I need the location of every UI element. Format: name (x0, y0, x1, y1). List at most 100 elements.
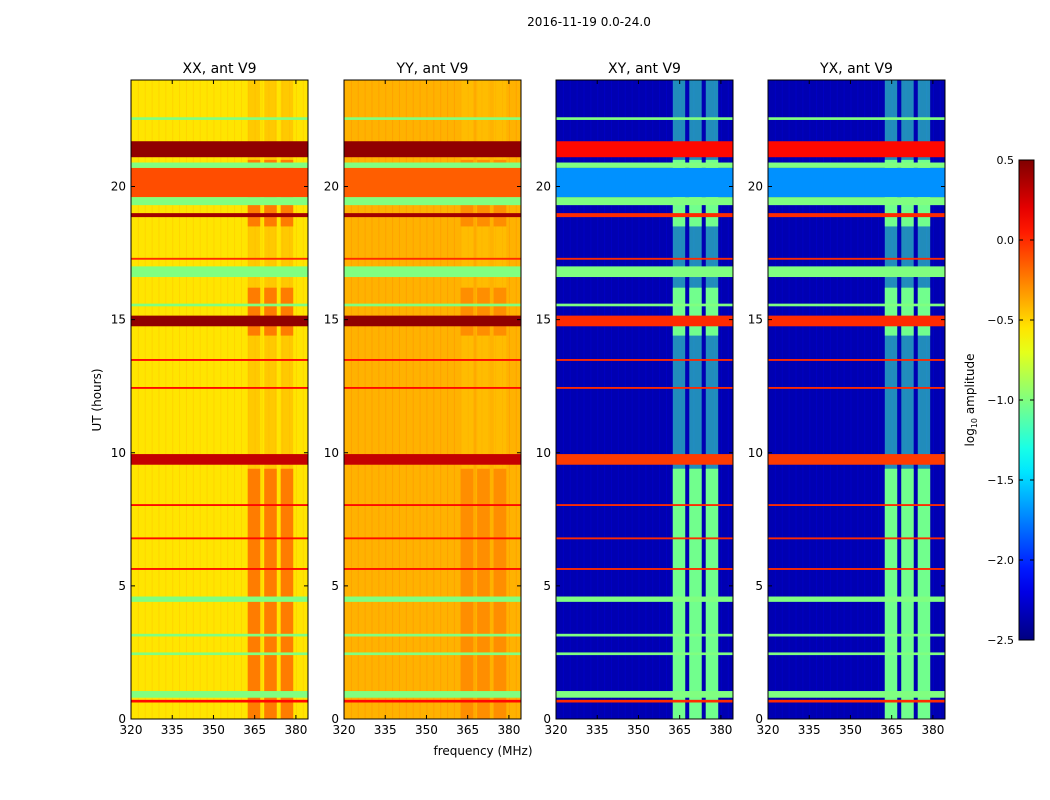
channel-line (597, 80, 599, 719)
x-tick-label: 350 (202, 723, 225, 737)
channel-line (192, 80, 194, 719)
channel-line (227, 80, 229, 719)
freq-stripe-faint (460, 80, 474, 719)
channel-line (206, 80, 208, 719)
time-band (556, 691, 733, 698)
time-band (344, 167, 521, 198)
channel-line (590, 80, 592, 719)
channel-line (665, 80, 667, 719)
time-band (131, 197, 308, 206)
y-tick-label: 0 (118, 712, 126, 726)
channel-line (165, 80, 167, 719)
time-band (131, 213, 308, 218)
freq-stripe-faint (689, 80, 702, 719)
time-band (344, 537, 521, 540)
channel-line (426, 80, 428, 719)
channel-line (137, 80, 139, 719)
y-tick-label: 10 (324, 446, 339, 460)
time-band (131, 303, 308, 307)
channel-line (774, 80, 776, 719)
time-band (556, 117, 733, 120)
channel-line (569, 80, 571, 719)
time-band (344, 699, 521, 703)
time-band (768, 141, 945, 158)
time-band (131, 537, 308, 540)
y-tick-label: 15 (536, 313, 551, 327)
channel-line (158, 80, 160, 719)
channel-line (843, 80, 845, 719)
panel-1: YY, ant V9 320 335 350 365 380 0 5 10 15 20 (324, 61, 522, 737)
channel-line (802, 80, 804, 719)
channel-line (515, 80, 517, 719)
x-tick-label: 335 (374, 723, 397, 737)
time-band (131, 162, 308, 168)
time-band (131, 454, 308, 465)
channel-line (419, 80, 421, 719)
channel-line (433, 80, 435, 719)
x-tick-label: 380 (921, 723, 944, 737)
time-band (768, 162, 945, 168)
channel-line (604, 80, 606, 719)
channel-line (659, 80, 661, 719)
y-tick-label: 20 (324, 180, 339, 194)
time-band (344, 117, 521, 120)
channel-line (686, 80, 688, 719)
panel-frame (767, 79, 946, 720)
x-tick-label: 380 (497, 723, 520, 737)
time-band (768, 386, 945, 389)
colorbar-tick-label: −2.0 (987, 554, 1014, 567)
time-band (344, 141, 521, 158)
panel-title: YY, ant V9 (396, 61, 469, 77)
time-band (131, 266, 308, 278)
channel-line (234, 80, 236, 719)
channel-line (213, 80, 215, 719)
y-tick-label: 5 (543, 579, 551, 593)
time-band (768, 359, 945, 361)
x-tick-label: 365 (668, 723, 691, 737)
channel-line (816, 80, 818, 719)
time-band (344, 504, 521, 506)
y-tick-label: 15 (111, 313, 126, 327)
panel-title: XY, ant V9 (608, 61, 681, 77)
y-tick-label: 15 (324, 313, 339, 327)
x-tick-label: 350 (627, 723, 650, 737)
time-band (344, 386, 521, 389)
y-tick-label: 0 (543, 712, 551, 726)
freq-stripe-faint (493, 80, 507, 719)
time-band (344, 691, 521, 698)
time-band (768, 266, 945, 278)
time-band (556, 359, 733, 361)
colorbar-label: log10 amplitude (963, 354, 979, 447)
freq-stripe-faint (901, 80, 914, 719)
channel-line (877, 80, 879, 719)
y-tick-label: 20 (111, 180, 126, 194)
time-band (556, 537, 733, 540)
time-band (344, 197, 521, 206)
y-tick-label: 10 (748, 446, 763, 460)
time-band (768, 699, 945, 703)
heatmap (768, 80, 945, 719)
time-band (131, 167, 308, 198)
x-tick-label: 365 (456, 723, 479, 737)
x-tick-label: 350 (415, 723, 438, 737)
time-band (344, 315, 521, 327)
channel-line (871, 80, 873, 719)
freq-stripe-faint (705, 80, 719, 719)
time-band (344, 303, 521, 307)
channel-line (447, 80, 449, 719)
channel-line (261, 80, 263, 719)
channel-line (378, 80, 380, 719)
time-band (131, 141, 308, 158)
y-tick-label: 5 (331, 579, 339, 593)
time-band (768, 691, 945, 698)
colorbar-tick-label: −0.5 (987, 314, 1014, 327)
channel-line (932, 80, 934, 719)
time-band (768, 117, 945, 120)
time-band (768, 652, 945, 656)
panel-title: YX, ant V9 (819, 61, 893, 77)
channel-line (576, 80, 578, 719)
channel-line (392, 80, 394, 719)
channel-line (144, 80, 146, 719)
